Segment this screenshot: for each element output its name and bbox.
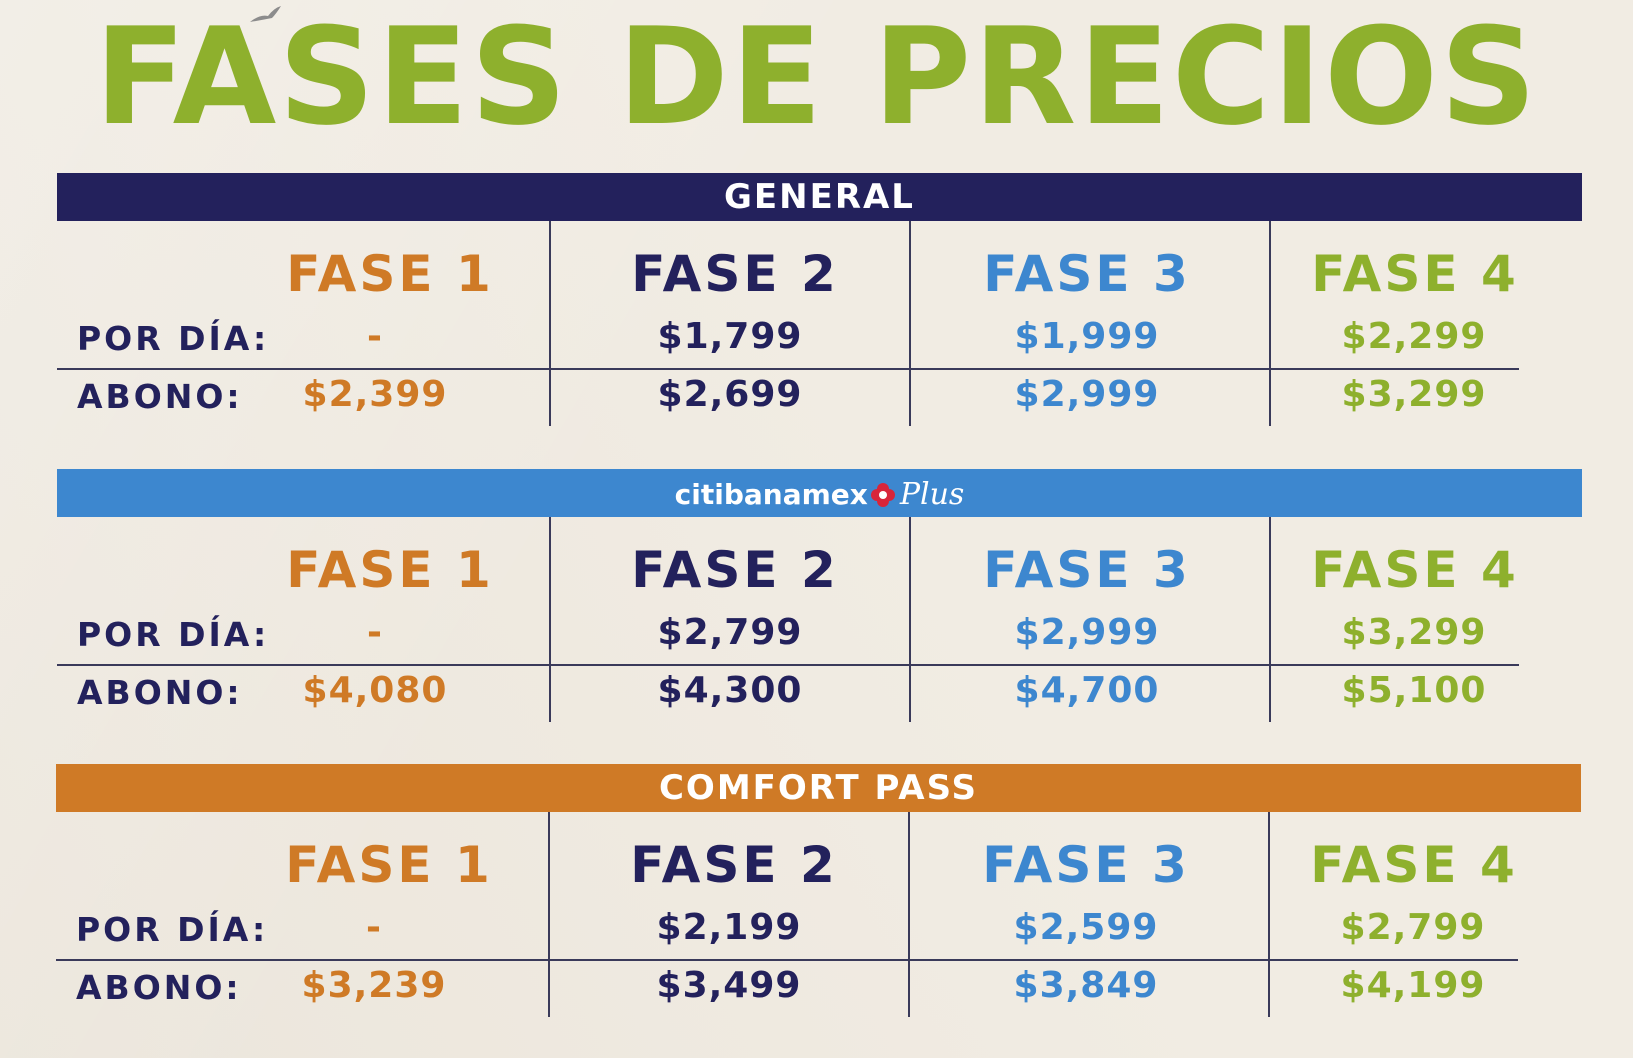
- column-divider: [909, 517, 911, 722]
- price-pass-phase-4: $4,199: [1340, 965, 1486, 1006]
- price-pass-phase-4: $5,100: [1341, 670, 1487, 711]
- citibanamex-logo-text: citibanamex: [674, 478, 868, 511]
- phase-3-heading: FASE 3: [983, 245, 1191, 303]
- phase-4-heading: FASE 4: [1311, 541, 1519, 599]
- price-per-day-phase-2: $2,199: [656, 907, 802, 948]
- column-divider: [549, 517, 551, 722]
- price-pass-phase-3: $3,849: [1013, 965, 1159, 1006]
- column-divider: [549, 221, 551, 426]
- per-day-label: POR DÍA:: [77, 319, 270, 358]
- phase-2-heading: FASE 2: [630, 836, 838, 894]
- pass-label: ABONO:: [76, 968, 242, 1007]
- price-per-day-phase-2: $1,799: [657, 316, 803, 357]
- section-citibanamex-plus: citibanamex Plus FASE 1 FASE 2 FASE 3 FA…: [57, 469, 1582, 733]
- price-pass-phase-3: $2,999: [1014, 374, 1160, 415]
- phase-4-heading: FASE 4: [1310, 836, 1518, 894]
- row-divider: [57, 368, 1519, 370]
- price-pass-phase-1: $4,080: [302, 670, 448, 711]
- pass-label: ABONO:: [77, 377, 243, 416]
- price-pass-phase-2: $4,300: [657, 670, 803, 711]
- plus-logo-script: Plus: [899, 477, 965, 512]
- price-pass-phase-3: $4,700: [1014, 670, 1160, 711]
- phase-3-heading: FASE 3: [982, 836, 1190, 894]
- price-per-day-phase-1: -: [367, 316, 383, 357]
- price-per-day-phase-2: $2,799: [657, 612, 803, 653]
- phase-2-heading: FASE 2: [631, 541, 839, 599]
- price-per-day-phase-4: $2,299: [1341, 316, 1487, 357]
- section-general: GENERAL FASE 1 FASE 2 FASE 3 FASE 4 POR …: [57, 173, 1582, 437]
- banner-comfort-pass: COMFORT PASS: [56, 764, 1581, 812]
- price-pass-phase-2: $3,499: [656, 965, 802, 1006]
- pass-label: ABONO:: [77, 673, 243, 712]
- row-divider: [56, 959, 1518, 961]
- price-pass-phase-4: $3,299: [1341, 374, 1487, 415]
- phase-4-heading: FASE 4: [1311, 245, 1519, 303]
- column-divider: [908, 812, 910, 1017]
- page-title: FASES DE PRECIOS: [94, 0, 1539, 155]
- phase-1-heading: FASE 1: [285, 836, 493, 894]
- banner-general: GENERAL: [57, 173, 1582, 221]
- per-day-label: POR DÍA:: [77, 615, 270, 654]
- citibanamex-plus-logo: citibanamex Plus: [675, 471, 965, 519]
- row-divider: [57, 664, 1519, 666]
- column-divider: [909, 221, 911, 426]
- price-pass-phase-2: $2,699: [657, 374, 803, 415]
- phase-3-heading: FASE 3: [983, 541, 1191, 599]
- bird-icon: [250, 6, 281, 22]
- price-per-day-phase-3: $2,599: [1013, 907, 1159, 948]
- price-pass-phase-1: $2,399: [302, 374, 448, 415]
- price-per-day-phase-4: $2,799: [1340, 907, 1486, 948]
- phase-1-heading: FASE 1: [286, 541, 494, 599]
- price-per-day-phase-3: $2,999: [1014, 612, 1160, 653]
- price-per-day-phase-4: $3,299: [1341, 612, 1487, 653]
- price-per-day-phase-1: -: [367, 612, 383, 653]
- phase-1-heading: FASE 1: [286, 245, 494, 303]
- citibanamex-flower-icon: [870, 483, 895, 507]
- price-per-day-phase-1: -: [366, 907, 382, 948]
- banner-citibanamex-plus: citibanamex Plus: [57, 469, 1582, 517]
- column-divider: [548, 812, 550, 1017]
- per-day-label: POR DÍA:: [76, 910, 269, 949]
- column-divider: [1269, 221, 1271, 426]
- phase-2-heading: FASE 2: [631, 245, 839, 303]
- column-divider: [1268, 812, 1270, 1017]
- section-comfort-pass: COMFORT PASS FASE 1 FASE 2 FASE 3 FASE 4…: [56, 764, 1581, 1028]
- price-per-day-phase-3: $1,999: [1014, 316, 1160, 357]
- price-pass-phase-1: $3,239: [301, 965, 447, 1006]
- column-divider: [1269, 517, 1271, 722]
